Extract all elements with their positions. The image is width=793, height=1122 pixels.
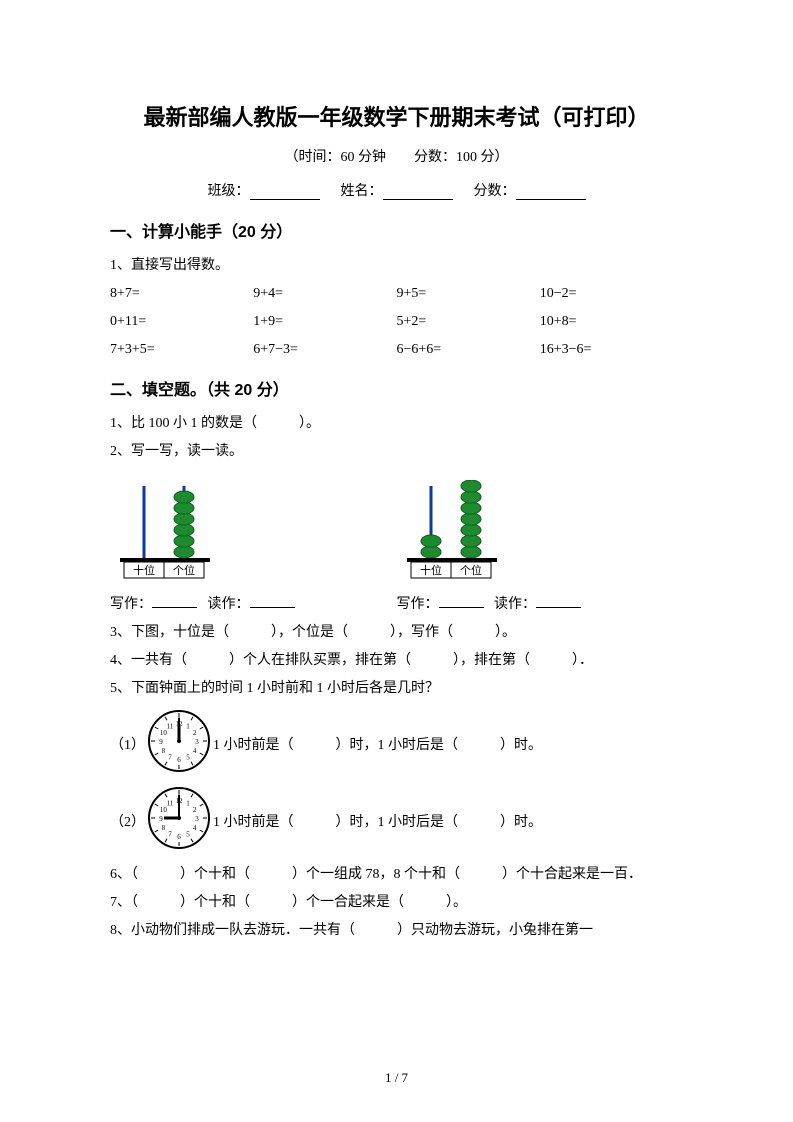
svg-text:个位: 个位 — [173, 563, 195, 577]
svg-text:个位: 个位 — [460, 563, 482, 577]
calc-cell: 9+4= — [253, 280, 396, 308]
s2-q3: 3、下图，十位是（ ），个位是（ ），写作（ ）。 — [110, 619, 683, 647]
name-label: 姓名： — [341, 184, 383, 199]
svg-text:十位: 十位 — [420, 563, 442, 577]
write-label-1: 写作： — [110, 597, 152, 612]
section-1-heading: 一、计算小能手（20 分） — [110, 218, 683, 242]
calc-cell: 0+11= — [110, 308, 253, 336]
abacus-row: 十位 个位 十位 个位 — [110, 480, 683, 585]
q5-2-prefix: （2） — [110, 811, 145, 831]
svg-text:4: 4 — [193, 747, 197, 755]
s2-q7: 7、（ ）个十和（ ）个一合起来是（ ）。 — [110, 889, 683, 917]
name-blank — [383, 185, 453, 200]
svg-text:2: 2 — [193, 729, 197, 737]
read-blank-2 — [536, 595, 581, 608]
svg-text:8: 8 — [162, 824, 166, 832]
svg-text:2: 2 — [193, 806, 197, 814]
svg-text:5: 5 — [186, 754, 190, 762]
s2-q5: 5、下面钟面上的时间 1 小时前和 1 小时后各是几时？ — [110, 675, 683, 703]
svg-text:11: 11 — [167, 799, 174, 807]
svg-text:9: 9 — [159, 815, 163, 823]
svg-text:9: 9 — [159, 738, 163, 746]
clock-line-2: （2） 121234567891011 1 小时前是（ ）时，1 小时后是（ ）… — [110, 784, 683, 857]
clock-1: 121234567891011 — [145, 707, 213, 780]
class-blank — [250, 185, 320, 200]
calc-cell: 5+2= — [397, 308, 540, 336]
svg-text:6: 6 — [177, 756, 181, 764]
s2-q1: 1、比 100 小 1 的数是（ ）。 — [110, 410, 683, 438]
page-title: 最新部编人教版一年级数学下册期末考试（可打印） — [110, 100, 683, 132]
svg-text:5: 5 — [186, 831, 190, 839]
q5-1-text: 1 小时前是（ ）时，1 小时后是（ ）时。 — [213, 734, 542, 754]
score-label: 分数： — [474, 184, 516, 199]
info-line: 班级： 姓名： 分数： — [110, 180, 683, 200]
calc-cell: 10−2= — [540, 280, 683, 308]
s2-q2: 2、写一写，读一读。 — [110, 438, 683, 466]
calc-cell: 16+3−6= — [540, 336, 683, 364]
read-blank-1 — [250, 595, 295, 608]
calc-cell: 10+8= — [540, 308, 683, 336]
calc-cell: 6−6+6= — [397, 336, 540, 364]
svg-text:1: 1 — [186, 799, 190, 807]
svg-text:4: 4 — [193, 824, 197, 832]
clock-2: 121234567891011 — [145, 784, 213, 857]
q5-2-text: 1 小时前是（ ）时，1 小时后是（ ）时。 — [213, 811, 542, 831]
calc-cell: 6+7−3= — [253, 336, 396, 364]
svg-text:十位: 十位 — [133, 563, 155, 577]
svg-text:1: 1 — [186, 722, 190, 730]
s2-q8: 8、小动物们排成一队去游玩．一共有（ ）只动物去游玩，小兔排在第一 — [110, 917, 683, 945]
abacus-1: 十位 个位 — [110, 480, 220, 585]
section-2-heading: 二、填空题。（共 20 分） — [110, 376, 683, 400]
class-label: 班级： — [208, 184, 250, 199]
page-subtitle: （时间：60 分钟 分数：100 分） — [110, 146, 683, 166]
s2-q4: 4、一共有（ ）个人在排队买票，排在第（ ），排在第（ ）． — [110, 647, 683, 675]
read-label-2: 读作： — [494, 597, 536, 612]
calc-row: 7+3+5=6+7−3=6−6+6=16+3−6= — [110, 336, 683, 364]
s2-q6: 6、（ ）个十和（ ）个一组成 78，8 个十和（ ）个十合起来是一百． — [110, 861, 683, 889]
calc-cell: 1+9= — [253, 308, 396, 336]
q5-1-prefix: （1） — [110, 734, 145, 754]
page-number: 1 / 7 — [0, 1070, 793, 1086]
svg-text:6: 6 — [177, 833, 181, 841]
write-read-row: 写作： 读作： 写作： 读作： — [110, 593, 683, 613]
svg-text:7: 7 — [168, 831, 172, 839]
calc-row: 8+7=9+4=9+5=10−2= — [110, 280, 683, 308]
write-blank-1 — [152, 595, 197, 608]
write-blank-2 — [439, 595, 484, 608]
svg-text:7: 7 — [168, 754, 172, 762]
s1-q1: 1、直接写出得数。 — [110, 252, 683, 280]
svg-text:3: 3 — [195, 815, 199, 823]
calc-cell: 9+5= — [397, 280, 540, 308]
read-label-1: 读作： — [208, 597, 250, 612]
abacus-2: 十位 个位 — [397, 480, 507, 585]
svg-text:3: 3 — [195, 738, 199, 746]
calc-cell: 7+3+5= — [110, 336, 253, 364]
exam-page: 最新部编人教版一年级数学下册期末考试（可打印） （时间：60 分钟 分数：100… — [0, 0, 793, 1122]
clock-line-1: （1） 121234567891011 1 小时前是（ ）时，1 小时后是（ ）… — [110, 707, 683, 780]
svg-text:11: 11 — [167, 722, 174, 730]
calc-cell: 8+7= — [110, 280, 253, 308]
write-label-2: 写作： — [397, 597, 439, 612]
score-blank — [516, 185, 586, 200]
calc-row: 0+11=1+9=5+2=10+8= — [110, 308, 683, 336]
svg-text:8: 8 — [162, 747, 166, 755]
calc-grid: 8+7=9+4=9+5=10−2=0+11=1+9=5+2=10+8=7+3+5… — [110, 280, 683, 364]
